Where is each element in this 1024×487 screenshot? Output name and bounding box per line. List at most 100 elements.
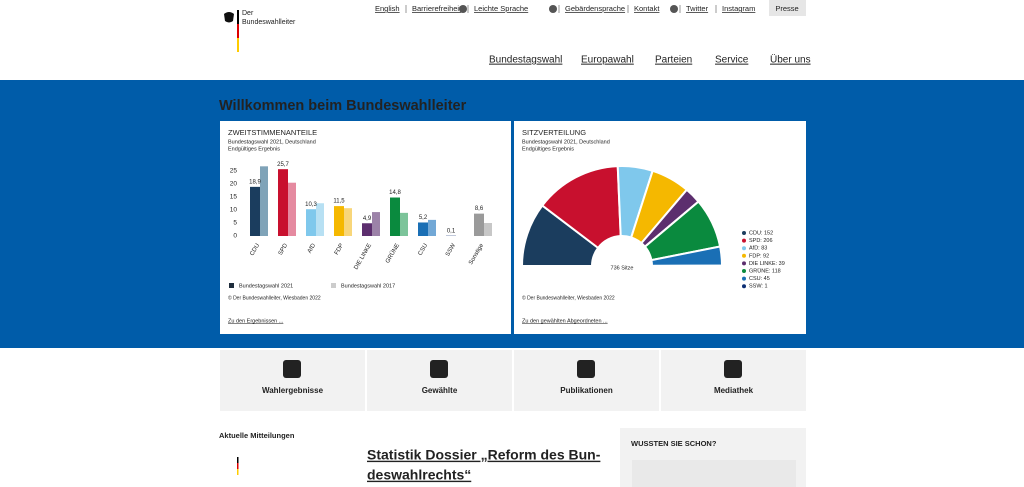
bar (316, 203, 324, 236)
press-button-label[interactable]: Presse (775, 4, 798, 13)
bar (418, 222, 428, 236)
news-logo (224, 455, 244, 477)
nav-link[interactable]: Bundestagswahl (489, 55, 562, 66)
bar (334, 206, 344, 236)
bar (306, 209, 316, 236)
bar (484, 223, 492, 236)
legend-swatch (742, 253, 746, 258)
x-tick-label: CDU (249, 243, 261, 257)
news-heading: Aktuelle Mitteilungen (219, 431, 295, 440)
tile[interactable] (514, 350, 659, 411)
center-label: 736 Sitze (611, 265, 634, 271)
nav-link[interactable]: Service (715, 55, 749, 66)
legend-swatch (742, 284, 746, 289)
value-label: 8,6 (475, 206, 484, 212)
flag (237, 24, 239, 38)
sidebar-heading: WUSSTEN SIE SCHON? (631, 439, 717, 448)
tile-icon (430, 360, 448, 378)
y-tick-label: 25 (230, 168, 238, 175)
value-label: 0,1 (447, 228, 456, 234)
value-label: 5,2 (419, 215, 428, 221)
top-link[interactable]: English (375, 4, 400, 13)
legend-swatch (742, 231, 746, 235)
legend-swatch (229, 283, 234, 288)
y-tick-label: 0 (233, 233, 237, 240)
bar (474, 213, 484, 236)
chart-link[interactable]: Zu den gewählten Abgeordneten ... (522, 318, 608, 324)
legend-swatch (742, 261, 746, 266)
bar (278, 169, 288, 236)
value-label: 10,3 (305, 202, 317, 208)
tile[interactable] (367, 350, 512, 411)
x-tick-label: FDP (334, 243, 345, 256)
icon (549, 5, 557, 13)
chart-subtitle: Bundestagswahl 2021, Deutschland (228, 139, 316, 145)
tile-icon (577, 360, 595, 378)
tile-icon (724, 360, 742, 378)
chart-title: ZWEITSTIMMENANTEILE (228, 128, 317, 137)
tile-label[interactable]: Mediathek (714, 386, 754, 395)
tile[interactable] (661, 350, 806, 411)
tile[interactable] (220, 350, 365, 411)
top-link[interactable]: Gebärdensprache (565, 4, 625, 13)
chart-title: SITZVERTEILUNG (522, 128, 586, 137)
legend-label: CDU: 152 (749, 230, 773, 236)
legend-swatch (742, 276, 746, 281)
flag (237, 463, 239, 469)
x-tick-label: SPD (278, 242, 290, 256)
chart-link[interactable]: Zu den Ergebnissen ... (228, 318, 284, 324)
legend-swatch (742, 246, 746, 251)
tile-label[interactable]: Publikationen (560, 386, 613, 395)
top-link[interactable]: Twitter (686, 4, 709, 13)
top-link[interactable]: Kontakt (634, 4, 660, 13)
tile-label[interactable]: Gewählte (422, 386, 458, 395)
flag (237, 38, 239, 52)
tile-label[interactable]: Wahlergebnisse (262, 386, 324, 395)
sidebar-image (632, 460, 796, 487)
top-link[interactable]: Instagram (722, 4, 755, 13)
y-tick-label: 5 (233, 220, 237, 227)
logo-text: Bundeswahlleiter (242, 19, 296, 26)
bar (400, 212, 408, 236)
legend-label: DIE LINKE: 39 (749, 261, 785, 267)
nav-link[interactable]: Europawahl (581, 55, 634, 66)
legend-label: Bundestagswahl 2021 (239, 283, 293, 289)
flag (237, 457, 239, 463)
news-headline[interactable]: Statistik Dossier „Reform des Bun- (367, 447, 601, 463)
hero-title: Willkommen beim Bundeswahlleiter (219, 98, 467, 114)
nav-link[interactable]: Parteien (655, 55, 692, 66)
y-tick-label: 15 (230, 194, 238, 201)
legend-label: SSW: 1 (749, 284, 768, 290)
chart-subtitle: Endgültiges Ergebnis (228, 146, 280, 152)
tile-icon (283, 360, 301, 378)
bar (260, 166, 268, 236)
bar (390, 197, 400, 236)
value-label: 4,9 (363, 216, 372, 222)
y-tick-label: 20 (230, 181, 238, 188)
chart-source: © Der Bundeswahlleiter, Wiesbaden 2022 (522, 294, 615, 301)
value-label: 14,8 (389, 190, 401, 196)
news-headline[interactable]: deswahlrechts“ (367, 467, 471, 483)
icon (670, 5, 678, 13)
press-button[interactable] (769, 0, 806, 16)
top-link[interactable]: Barrierefreiheit (412, 4, 462, 13)
value-label: 25,7 (277, 162, 289, 168)
logo-text: Der (242, 10, 254, 17)
legend-swatch (331, 283, 336, 288)
legend-swatch (742, 269, 746, 273)
chart-subtitle: Bundestagswahl 2021, Deutschland (522, 139, 610, 145)
nav-link[interactable]: Über uns (770, 54, 811, 66)
bar (344, 208, 352, 236)
hero-band (0, 80, 1024, 348)
legend-label: GRÜNE: 118 (749, 267, 781, 274)
bar (428, 219, 436, 236)
seat-segment (540, 165, 622, 250)
flag (237, 469, 239, 475)
legend-label: CSU: 45 (749, 276, 770, 282)
icon (459, 5, 467, 13)
x-tick-label: CSU (418, 243, 430, 257)
top-link[interactable]: Leichte Sprache (474, 4, 528, 13)
bar (362, 223, 372, 236)
